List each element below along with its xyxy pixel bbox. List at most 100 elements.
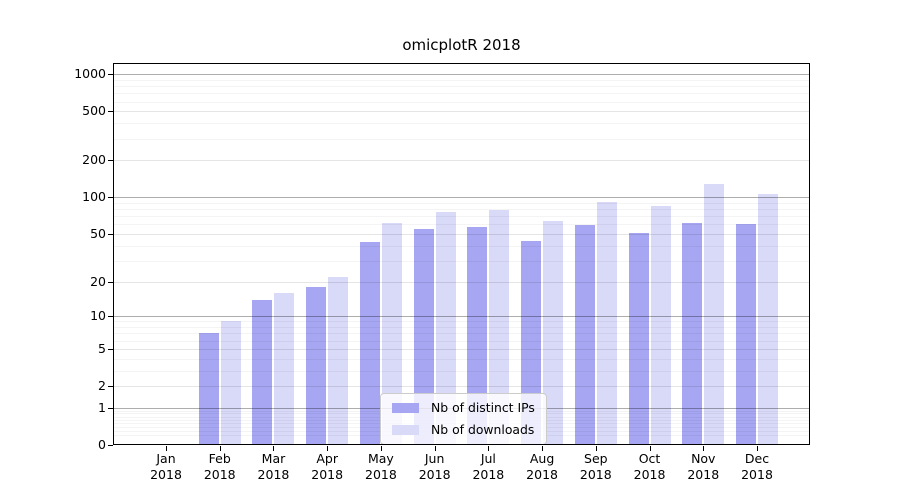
chart-title: omicplotR 2018 <box>402 36 521 54</box>
y-tick-mark <box>108 233 113 235</box>
y-tick-label: 20 <box>90 273 106 289</box>
x-tick-label: Oct 2018 <box>633 451 666 482</box>
x-tick-label: Jun 2018 <box>418 451 451 482</box>
gridline <box>113 224 810 226</box>
x-tick-mark <box>273 446 275 451</box>
x-tick-label: Dec 2018 <box>741 451 773 482</box>
y-tick-mark <box>108 160 113 162</box>
bar-downloads <box>274 292 295 445</box>
bar-distinct-ips <box>736 224 756 445</box>
gridline <box>113 86 810 88</box>
x-tick-mark <box>380 446 382 451</box>
gridline <box>113 209 810 211</box>
gridline <box>113 358 810 360</box>
x-tick-mark <box>757 446 758 451</box>
x-tick-label: Nov 2018 <box>687 451 720 482</box>
legend: Nb of distinct IPs Nb of downloads <box>380 393 547 445</box>
bar-distinct-ips <box>198 333 219 445</box>
bar-distinct-ips <box>359 241 380 445</box>
bar-distinct-ips <box>467 227 488 445</box>
gridline <box>113 216 810 218</box>
y-tick-mark <box>108 197 113 199</box>
bar-distinct-ips <box>682 222 703 445</box>
gridline <box>113 260 810 262</box>
bar-downloads <box>650 205 671 445</box>
y-tick-label: 500 <box>82 103 106 119</box>
y-tick-label: 50 <box>90 225 106 241</box>
bar-downloads <box>489 210 510 445</box>
bar-downloads <box>220 321 241 445</box>
y-tick-mark <box>108 111 113 113</box>
bar-downloads <box>543 220 564 445</box>
y-tick-mark <box>108 74 113 76</box>
y-tick-label: 5 <box>98 340 106 356</box>
gridline <box>113 138 810 140</box>
gridline <box>113 202 810 204</box>
gridline <box>113 233 810 235</box>
y-tick-mark <box>108 348 113 350</box>
legend-swatch-downloads <box>392 425 419 435</box>
x-tick-label: May 2018 <box>365 451 397 482</box>
x-tick-label: Jul 2018 <box>472 451 505 482</box>
y-tick-label: 10 <box>90 308 106 324</box>
x-tick-mark <box>166 446 167 451</box>
y-tick-label: 2 <box>98 378 106 394</box>
bar-distinct-ips <box>306 286 327 445</box>
x-tick-label: Sep 2018 <box>579 451 612 482</box>
gridline <box>113 197 810 199</box>
x-tick-mark <box>595 446 597 451</box>
x-tick-mark <box>703 446 705 451</box>
plot-frame <box>113 63 810 445</box>
y-tick-label: 1000 <box>74 66 106 82</box>
gridline <box>113 74 810 76</box>
y-tick-label: 100 <box>82 189 106 205</box>
y-tick-mark <box>108 386 113 388</box>
plot-area: Nb of distinct IPs Nb of downloads <box>113 63 810 445</box>
gridline <box>113 321 810 323</box>
legend-entry-distinct-ips: Nb of distinct IPs <box>392 401 535 415</box>
y-tick-mark <box>108 281 113 283</box>
x-tick-label: Apr 2018 <box>311 451 344 482</box>
gridline <box>113 111 810 113</box>
x-tick-mark <box>327 446 329 451</box>
x-tick-label: Jan 2018 <box>150 451 182 482</box>
gridline <box>113 386 810 388</box>
x-tick-mark <box>649 446 651 451</box>
y-tick-label: 0 <box>98 437 106 452</box>
bar-distinct-ips <box>413 228 434 445</box>
gridline <box>113 316 810 318</box>
x-tick-mark <box>542 446 544 451</box>
x-tick-mark <box>219 446 221 451</box>
gridline <box>113 160 810 162</box>
gridline <box>113 348 810 350</box>
x-tick-label: Aug 2018 <box>526 451 558 482</box>
bar-distinct-ips <box>628 232 649 445</box>
x-tick-label: Mar 2018 <box>257 451 290 482</box>
x-tick-mark <box>488 446 490 451</box>
gridline <box>113 123 810 125</box>
gridline <box>113 79 810 81</box>
gridline <box>113 101 810 103</box>
gridline <box>113 327 810 329</box>
gridline <box>113 333 810 335</box>
legend-swatch-distinct-ips <box>392 403 419 413</box>
bar-downloads <box>381 223 402 445</box>
bar-distinct-ips <box>252 299 273 445</box>
legend-label-distinct-ips: Nb of distinct IPs <box>431 400 535 415</box>
y-tick-label: 1 <box>98 399 106 415</box>
x-tick-mark <box>434 446 436 451</box>
y-tick-mark <box>108 407 113 409</box>
bar-downloads <box>758 194 778 445</box>
y-tick-label: 200 <box>82 152 106 168</box>
bar-downloads <box>596 201 617 445</box>
bar-downloads <box>435 211 456 445</box>
bar-downloads <box>704 184 725 445</box>
legend-label-downloads: Nb of downloads <box>431 422 535 437</box>
bar-distinct-ips <box>574 225 595 445</box>
x-tick-label: Feb 2018 <box>203 451 236 482</box>
gridline <box>113 93 810 95</box>
gridline <box>113 245 810 247</box>
gridline <box>113 340 810 342</box>
gridline <box>113 281 810 283</box>
